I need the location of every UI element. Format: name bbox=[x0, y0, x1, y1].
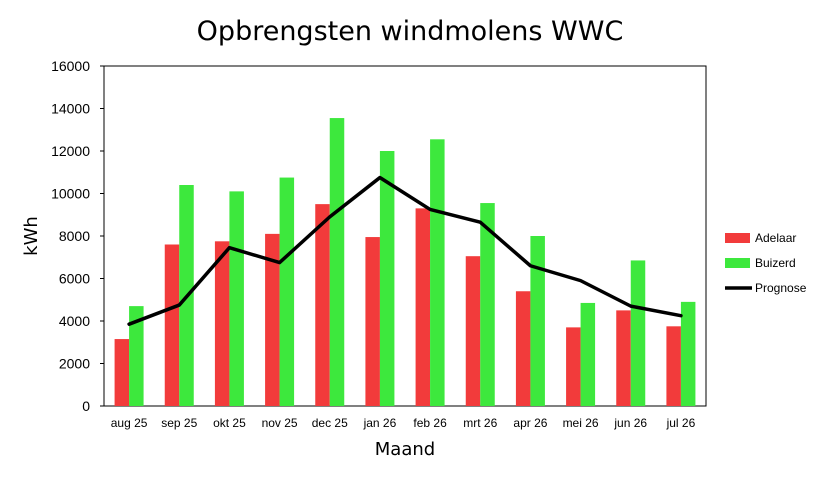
legend: Adelaar Buizerd Prognose bbox=[725, 231, 807, 295]
y-tick-label: 4000 bbox=[59, 313, 90, 329]
y-tick-label: 10000 bbox=[51, 186, 90, 202]
x-tick-label: jun 26 bbox=[613, 416, 647, 430]
y-tick-label: 0 bbox=[82, 398, 90, 414]
bar-adelaar-6 bbox=[415, 208, 431, 406]
y-tick-label: 16000 bbox=[51, 58, 90, 74]
bar-buizerd-7 bbox=[480, 203, 495, 406]
x-tick-label: jul 26 bbox=[666, 416, 696, 430]
bar-adelaar-8 bbox=[515, 291, 531, 406]
bar-adelaar-1 bbox=[164, 244, 180, 406]
y-tick-label: 14000 bbox=[51, 101, 90, 117]
bar-adelaar-9 bbox=[566, 327, 581, 406]
x-tick-label: aug 25 bbox=[111, 416, 148, 430]
bar-buizerd-11 bbox=[680, 301, 696, 406]
y-axis-ticks: 0 2000 4000 6000 8000 10000 12000 14000 16000 bbox=[51, 58, 104, 414]
y-axis-title: kWh bbox=[21, 216, 42, 256]
bar-buizerd-3 bbox=[279, 177, 295, 406]
y-tick-label: 6000 bbox=[59, 271, 90, 287]
bar-adelaar-2 bbox=[214, 241, 230, 406]
legend-label-adelaar: Adelaar bbox=[755, 231, 796, 245]
bar-adelaar-11 bbox=[666, 326, 681, 406]
legend-swatch-buizerd bbox=[725, 258, 750, 268]
legend-label-prognose: Prognose bbox=[755, 281, 807, 295]
legend-label-buizerd: Buizerd bbox=[755, 256, 796, 270]
x-tick-label: dec 25 bbox=[312, 416, 348, 430]
bar-adelaar-0 bbox=[114, 339, 130, 406]
bar-buizerd-0 bbox=[129, 306, 144, 406]
x-tick-label: jan 26 bbox=[363, 416, 397, 430]
x-tick-label: apr 26 bbox=[513, 416, 547, 430]
bar-adelaar-7 bbox=[465, 256, 481, 406]
bar-buizerd-10 bbox=[630, 260, 646, 406]
bar-buizerd-9 bbox=[580, 302, 596, 406]
y-tick-label: 12000 bbox=[51, 143, 90, 159]
bar-buizerd-8 bbox=[530, 236, 545, 406]
x-tick-label: okt 25 bbox=[213, 416, 246, 430]
x-tick-label: mrt 26 bbox=[463, 416, 497, 430]
x-tick-label: feb 26 bbox=[413, 416, 447, 430]
y-tick-label: 2000 bbox=[59, 356, 90, 372]
bars-group bbox=[114, 118, 696, 406]
bar-adelaar-5 bbox=[365, 237, 380, 406]
x-tick-label: mei 26 bbox=[563, 416, 599, 430]
bar-buizerd-2 bbox=[229, 191, 244, 406]
line-prognose bbox=[127, 175, 683, 326]
bar-buizerd-4 bbox=[329, 118, 345, 406]
line-group bbox=[127, 175, 683, 326]
x-tick-label: sep 25 bbox=[161, 416, 197, 430]
bar-adelaar-10 bbox=[616, 310, 631, 406]
chart-title: Opbrengsten windmolens WWC bbox=[197, 16, 624, 47]
bar-buizerd-5 bbox=[379, 151, 395, 406]
legend-swatch-adelaar bbox=[725, 233, 750, 243]
bar-buizerd-6 bbox=[430, 139, 445, 406]
plot-area bbox=[103, 65, 707, 407]
x-tick-label: nov 25 bbox=[262, 416, 298, 430]
bar-adelaar-4 bbox=[315, 204, 330, 406]
x-axis-ticks: aug 25 sep 25 okt 25 nov 25 dec 25 jan 26 feb … bbox=[111, 416, 696, 430]
y-tick-label: 8000 bbox=[59, 228, 90, 244]
bar-adelaar-3 bbox=[265, 233, 280, 406]
x-axis-title: Maand bbox=[375, 439, 435, 460]
